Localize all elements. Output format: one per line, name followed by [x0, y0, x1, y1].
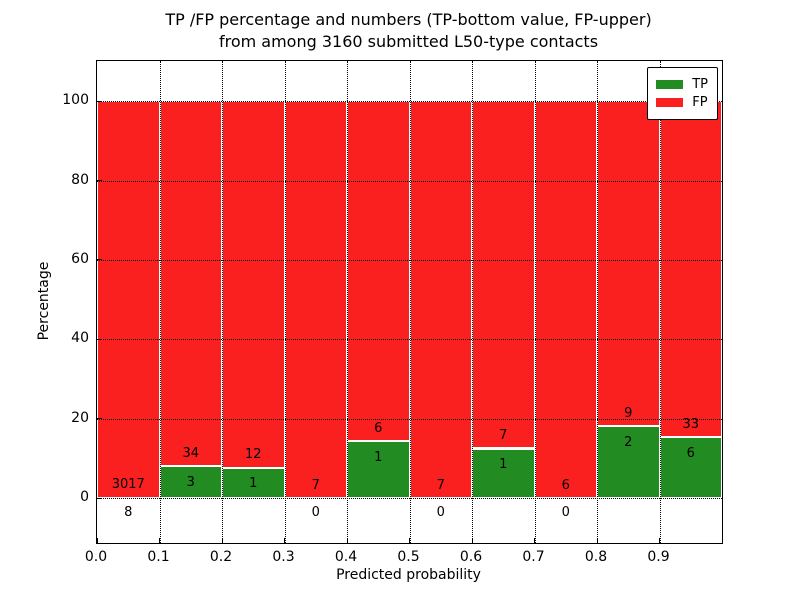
bar-segment-tp — [222, 467, 285, 499]
tp-count-label: 6 — [686, 445, 695, 461]
fp-count-label: 7 — [499, 428, 508, 444]
y-axis-label: Percentage — [36, 261, 52, 341]
y-tick-label: 20 — [71, 409, 89, 426]
bar-segment-fp — [597, 101, 660, 426]
tp-count-label: 1 — [249, 476, 258, 492]
x-tick-label: 0.0 — [84, 549, 108, 565]
bar-segment-fp — [659, 101, 722, 438]
x-tick-label: 0.7 — [522, 549, 545, 565]
gridline-vertical — [347, 61, 348, 543]
x-tick-label: 0.4 — [334, 549, 358, 565]
fp-count-label: 12 — [244, 447, 262, 463]
y-tick-mark — [97, 338, 102, 340]
tp-count-label-below-axis: 0 — [436, 504, 445, 520]
gridline-vertical — [472, 61, 473, 543]
fp-count-label: 6 — [374, 421, 383, 437]
y-tick-label: 100 — [62, 92, 89, 109]
x-tick-mark — [534, 538, 535, 543]
fp-count-label: 34 — [182, 445, 200, 461]
bar-segment-fp — [409, 101, 472, 499]
bar-segment-fp — [159, 101, 222, 466]
y-tick-mark — [97, 100, 102, 102]
gridline-vertical — [659, 61, 661, 543]
y-tick-mark — [97, 418, 102, 420]
bar-segment-fp — [222, 101, 285, 468]
x-tick-label: 0.3 — [272, 549, 295, 565]
x-tick-mark — [284, 538, 285, 543]
legend-item-tp: TP — [656, 77, 708, 92]
x-tick-label: 0.1 — [147, 549, 170, 565]
chart-title-line2: from among 3160 submitted L50-type conta… — [218, 32, 599, 51]
bar-segment-tp — [597, 425, 660, 499]
tp-count-label-below-axis: 0 — [561, 504, 570, 520]
gridline-vertical — [222, 61, 223, 543]
tp-count-label-below-axis: 0 — [311, 504, 320, 520]
x-tick-mark — [409, 538, 410, 543]
tp-count-label: 1 — [499, 457, 508, 473]
x-tick-mark — [221, 538, 223, 543]
fp-count-label: 6 — [561, 477, 570, 493]
bar-segment-fp — [284, 101, 347, 499]
fp-count-label: 7 — [311, 477, 320, 493]
fp-swatch-icon — [656, 98, 684, 107]
gridline-vertical — [284, 61, 286, 543]
tp-count-label: 3 — [186, 474, 195, 490]
plot-area: TP FP 3017 8 34 3 12 1 7 0 6 1 7 0 7 1 6 0 9 2 33 6 — [96, 60, 723, 544]
chart-title-line1: TP /FP percentage and numbers (TP-bottom… — [165, 10, 652, 29]
x-tick-label: 0.5 — [397, 549, 420, 565]
legend: TP FP — [647, 67, 718, 120]
y-tick-label: 60 — [71, 250, 89, 267]
gridline-vertical — [597, 61, 598, 543]
tp-count-label: 2 — [624, 434, 633, 450]
x-tick-mark — [471, 538, 473, 543]
fp-count-label: 9 — [624, 405, 633, 421]
x-tick-mark — [96, 538, 98, 543]
x-tick-label: 0.9 — [647, 549, 670, 565]
y-tick-mark — [97, 180, 102, 181]
bar-segment-fp — [97, 101, 160, 499]
tp-swatch-icon — [656, 80, 684, 89]
bar-segment-fp — [347, 101, 410, 442]
bar-segment-fp — [534, 101, 597, 499]
y-tick-label: 40 — [71, 330, 89, 347]
y-tick-mark — [97, 259, 102, 261]
fp-count-label: 7 — [436, 477, 445, 493]
legend-label-fp: FP — [692, 95, 708, 110]
x-tick-mark — [159, 538, 160, 543]
x-axis-label: Predicted probability — [336, 567, 481, 583]
gridline-vertical — [534, 61, 536, 543]
legend-item-fp: FP — [656, 95, 708, 110]
x-tick-label: 0.6 — [459, 549, 483, 565]
x-tick-mark — [659, 538, 660, 543]
bar-segment-tp — [472, 448, 535, 499]
y-tick-mark — [97, 497, 102, 499]
fp-count-label: 3017 — [111, 476, 145, 492]
x-tick-mark — [596, 538, 598, 543]
tp-count-label: 1 — [374, 450, 383, 466]
gridline-vertical — [159, 61, 161, 543]
chart-title: TP /FP percentage and numbers (TP-bottom… — [96, 9, 721, 53]
fp-count-label: 33 — [682, 416, 700, 432]
bar-segment-tp — [159, 465, 222, 499]
y-tick-label: 80 — [71, 171, 89, 188]
x-tick-label: 0.8 — [584, 549, 608, 565]
gridline-vertical — [409, 61, 411, 543]
x-tick-mark — [346, 538, 348, 543]
y-tick-label: 0 — [80, 489, 89, 506]
bar-segment-fp — [472, 101, 535, 449]
x-tick-label: 0.2 — [209, 549, 233, 565]
legend-label-tp: TP — [692, 77, 708, 92]
tp-count-label-below-axis: 8 — [124, 504, 133, 520]
